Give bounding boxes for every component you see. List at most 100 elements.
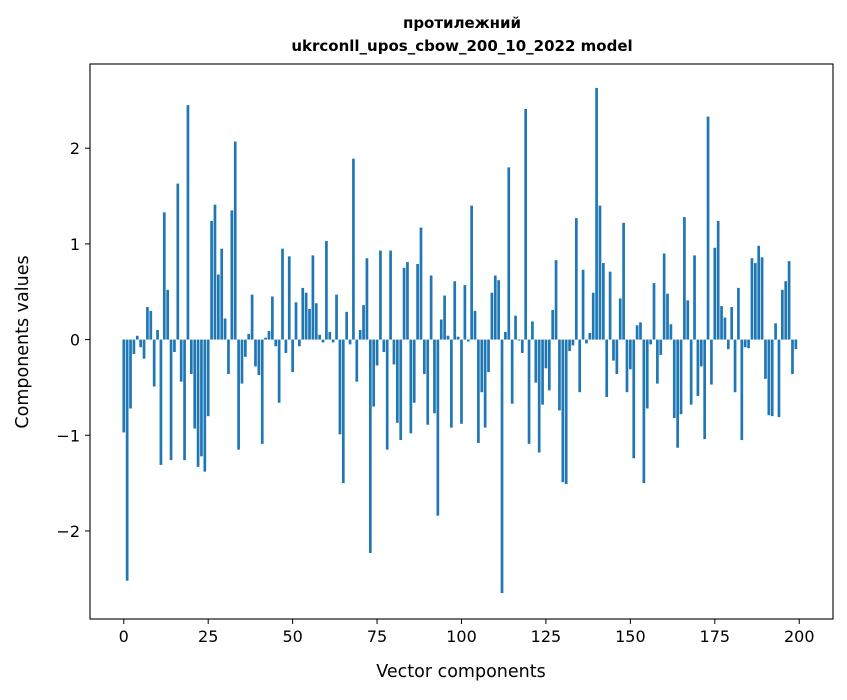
bar <box>537 339 541 453</box>
bar <box>260 339 264 444</box>
bar <box>291 339 294 373</box>
bar <box>733 339 737 393</box>
bar <box>794 339 798 350</box>
bar <box>301 287 305 340</box>
bar <box>287 256 291 340</box>
bar <box>629 339 632 370</box>
bar <box>129 339 132 409</box>
bar <box>159 339 163 465</box>
bar <box>402 267 406 340</box>
x-tick-label: 25 <box>198 627 218 646</box>
bar <box>774 323 777 340</box>
bar <box>615 339 619 375</box>
bar <box>713 247 717 340</box>
bar <box>352 158 355 340</box>
bar <box>416 263 419 340</box>
x-tick-label: 100 <box>446 627 477 646</box>
y-tick-label: 0 <box>70 331 80 350</box>
chart-title: протилежний <box>403 14 521 32</box>
bar <box>152 339 156 387</box>
bar <box>392 339 396 365</box>
bar <box>598 205 602 340</box>
bar <box>605 339 609 397</box>
bar <box>439 319 443 340</box>
bar <box>750 258 754 340</box>
bar <box>193 339 197 429</box>
bar <box>510 339 514 404</box>
bar <box>574 218 578 340</box>
bar <box>490 292 494 340</box>
bar <box>335 294 338 340</box>
bar <box>463 285 467 340</box>
bar <box>142 339 146 359</box>
bar <box>186 105 190 340</box>
bar <box>470 205 473 340</box>
bar <box>480 339 484 393</box>
bar <box>551 309 555 340</box>
bar <box>379 250 382 340</box>
bar <box>659 339 663 355</box>
plot-frame <box>89 63 834 620</box>
bar <box>723 317 727 340</box>
bar <box>274 339 278 347</box>
y-tick-label: −1 <box>56 426 80 445</box>
bar <box>571 339 575 346</box>
bar <box>223 318 227 340</box>
bar <box>493 275 497 340</box>
bar <box>426 339 430 425</box>
bar <box>338 339 342 435</box>
bar <box>497 280 501 340</box>
bar <box>267 330 271 340</box>
bar <box>679 339 683 415</box>
bar <box>706 116 710 340</box>
bar <box>203 339 207 472</box>
bar <box>210 220 213 340</box>
bar <box>473 310 477 340</box>
x-tick-label: 200 <box>784 627 815 646</box>
bar <box>433 339 436 414</box>
bar <box>568 339 571 352</box>
bar <box>534 339 538 383</box>
x-tick-label: 150 <box>615 627 646 646</box>
bar <box>635 325 639 340</box>
x-tick-label: 0 <box>119 627 129 646</box>
bar <box>780 289 784 340</box>
bar <box>683 217 686 340</box>
bar <box>500 339 504 594</box>
bar <box>237 339 240 450</box>
bar <box>135 335 139 340</box>
bar <box>504 331 507 340</box>
bar <box>791 339 794 375</box>
bar <box>662 253 666 340</box>
x-axis-label: Vector components <box>376 662 545 682</box>
chart-subtitle: ukrconll_upos_cbow_200_10_2022 model <box>291 37 632 55</box>
bar <box>737 287 740 340</box>
bar <box>693 255 696 340</box>
bar <box>311 255 315 340</box>
bar <box>554 260 558 340</box>
bar <box>298 339 301 347</box>
bar <box>200 339 203 457</box>
bar <box>531 321 534 340</box>
bar <box>284 339 288 353</box>
x-tick-label: 75 <box>367 627 387 646</box>
y-tick-label: 2 <box>70 139 80 158</box>
bar <box>443 295 446 340</box>
bar <box>770 339 774 417</box>
bar <box>122 339 126 433</box>
x-axis-ticks: 0 25 50 75 100 125 150 175 200 <box>119 619 815 646</box>
bar <box>740 339 744 441</box>
bar <box>399 339 403 441</box>
bar <box>622 222 625 340</box>
bar <box>429 275 433 340</box>
bar <box>422 339 426 375</box>
bar <box>720 306 723 340</box>
bar <box>382 339 386 353</box>
bar <box>466 339 470 342</box>
bar <box>514 315 517 340</box>
bar <box>206 339 210 417</box>
bar <box>672 339 676 419</box>
bar <box>257 339 261 375</box>
y-axis-label: Components values <box>13 255 33 428</box>
